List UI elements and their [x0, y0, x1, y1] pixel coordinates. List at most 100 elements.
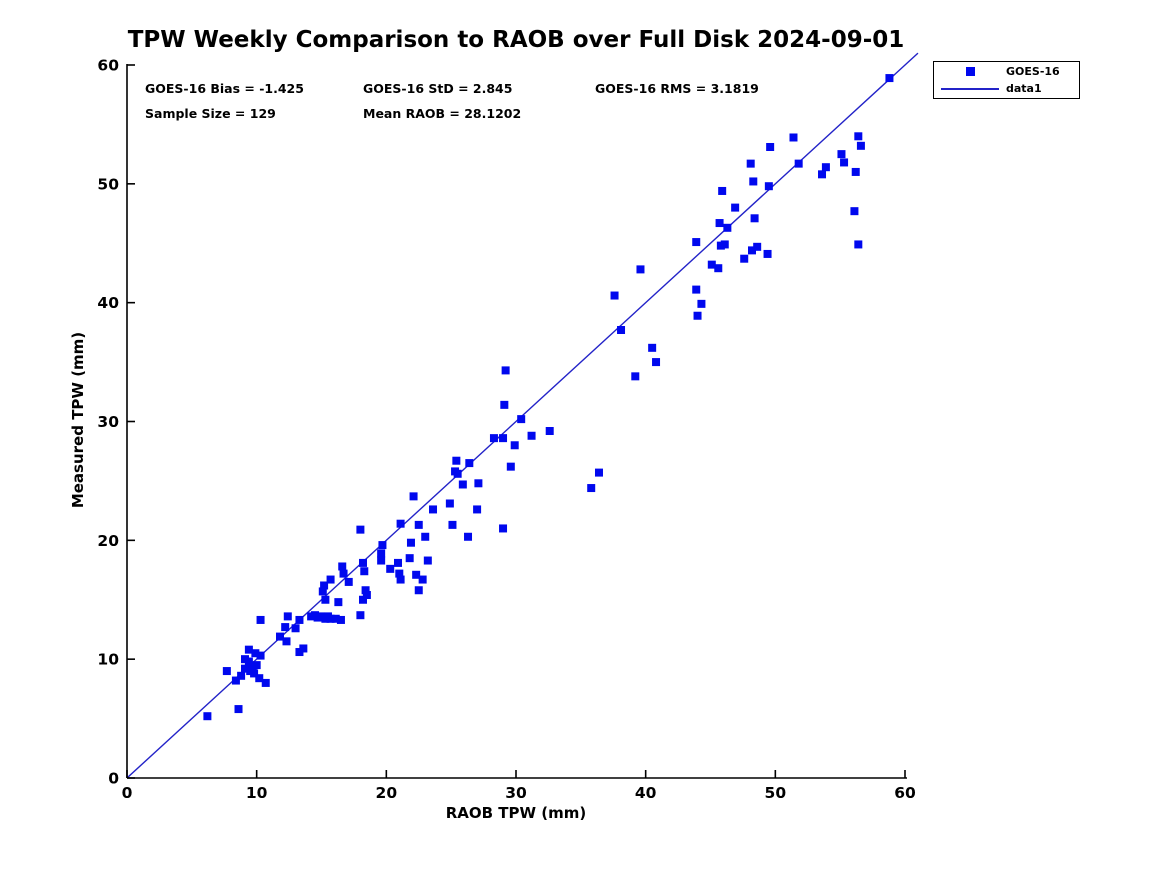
- data-point: [610, 291, 619, 300]
- data-point: [789, 133, 798, 142]
- data-point: [763, 249, 772, 258]
- data-point: [720, 240, 729, 249]
- data-point: [723, 223, 732, 232]
- data-point: [386, 564, 395, 573]
- legend-item-goes16: GOES-16: [934, 64, 1079, 79]
- data-point: [740, 254, 749, 263]
- data-point: [499, 524, 508, 533]
- data-point: [766, 142, 775, 151]
- data-point: [321, 595, 330, 604]
- data-point: [248, 663, 257, 672]
- data-point: [412, 570, 421, 579]
- data-point: [234, 705, 243, 714]
- data-point: [707, 260, 716, 269]
- data-point: [648, 343, 657, 352]
- data-point: [452, 456, 461, 465]
- data-point: [313, 613, 322, 622]
- data-point: [251, 649, 260, 658]
- legend-box: GOES-16 data1: [933, 61, 1080, 99]
- x-tick-label: 40: [635, 784, 657, 802]
- data-point: [448, 520, 457, 529]
- data-point: [378, 541, 387, 550]
- data-point: [499, 434, 508, 443]
- data-point: [338, 562, 347, 571]
- data-point: [418, 575, 427, 584]
- data-point: [256, 651, 265, 660]
- data-point: [222, 667, 231, 676]
- x-tick-label: 10: [246, 784, 268, 802]
- data-point: [693, 311, 702, 320]
- data-point: [692, 285, 701, 294]
- data-point: [394, 558, 403, 567]
- data-point: [501, 366, 510, 375]
- data-point: [281, 623, 290, 632]
- data-point: [854, 132, 863, 141]
- data-point: [489, 434, 498, 443]
- data-point: [473, 505, 482, 514]
- data-point: [794, 159, 803, 168]
- data-point: [237, 671, 246, 680]
- x-tick-label: 60: [894, 784, 916, 802]
- y-tick-label: 50: [97, 175, 119, 193]
- data-point: [276, 632, 285, 641]
- stat-bias: GOES-16 Bias = -1.425: [145, 81, 304, 96]
- data-point: [396, 575, 405, 584]
- data-point: [406, 538, 415, 547]
- data-point: [295, 615, 304, 624]
- data-point: [750, 214, 759, 223]
- legend-label: GOES-16: [1006, 65, 1060, 78]
- data-point: [746, 159, 755, 168]
- data-point: [256, 615, 265, 624]
- y-axis-label: Measured TPW (mm): [69, 331, 87, 509]
- data-point: [244, 645, 253, 654]
- data-point: [339, 569, 348, 578]
- data-point: [414, 520, 423, 529]
- data-point: [474, 479, 483, 488]
- data-point: [429, 505, 438, 514]
- x-tick-label: 50: [765, 784, 787, 802]
- data-point: [323, 612, 332, 621]
- data-point: [587, 484, 596, 493]
- data-point: [291, 624, 300, 633]
- data-point: [240, 664, 249, 673]
- data-point: [850, 207, 859, 216]
- data-point: [885, 74, 894, 83]
- data-point: [636, 265, 645, 274]
- stat-std: GOES-16 StD = 2.845: [363, 81, 513, 96]
- stat-rms: GOES-16 RMS = 3.1819: [595, 81, 759, 96]
- data-point: [261, 678, 270, 687]
- data-point: [854, 240, 863, 249]
- data-point: [594, 468, 603, 477]
- data-point: [356, 525, 365, 534]
- data-point: [405, 554, 414, 563]
- data-point: [465, 459, 474, 468]
- data-point: [203, 712, 212, 721]
- data-point: [753, 242, 762, 251]
- data-point: [652, 358, 661, 367]
- data-point: [360, 567, 369, 576]
- data-point: [299, 644, 308, 653]
- data-point: [506, 462, 515, 471]
- data-point: [409, 492, 418, 501]
- legend-item-data1: data1: [934, 81, 1079, 96]
- data-point: [731, 203, 740, 212]
- data-point: [414, 586, 423, 595]
- y-tick-label: 0: [108, 770, 119, 788]
- data-point: [445, 499, 454, 508]
- y-tick-label: 40: [97, 294, 119, 312]
- data-point: [250, 669, 259, 678]
- data-point: [692, 238, 701, 247]
- data-point: [749, 177, 758, 186]
- data-point: [326, 575, 335, 584]
- data-point: [697, 299, 706, 308]
- data-point: [718, 186, 727, 195]
- data-point: [421, 532, 430, 541]
- data-point: [282, 637, 291, 646]
- data-point: [255, 674, 264, 683]
- data-point: [464, 532, 473, 541]
- x-tick-label: 30: [505, 784, 527, 802]
- data-point: [377, 556, 386, 565]
- data-point: [545, 427, 554, 436]
- data-point: [356, 611, 365, 620]
